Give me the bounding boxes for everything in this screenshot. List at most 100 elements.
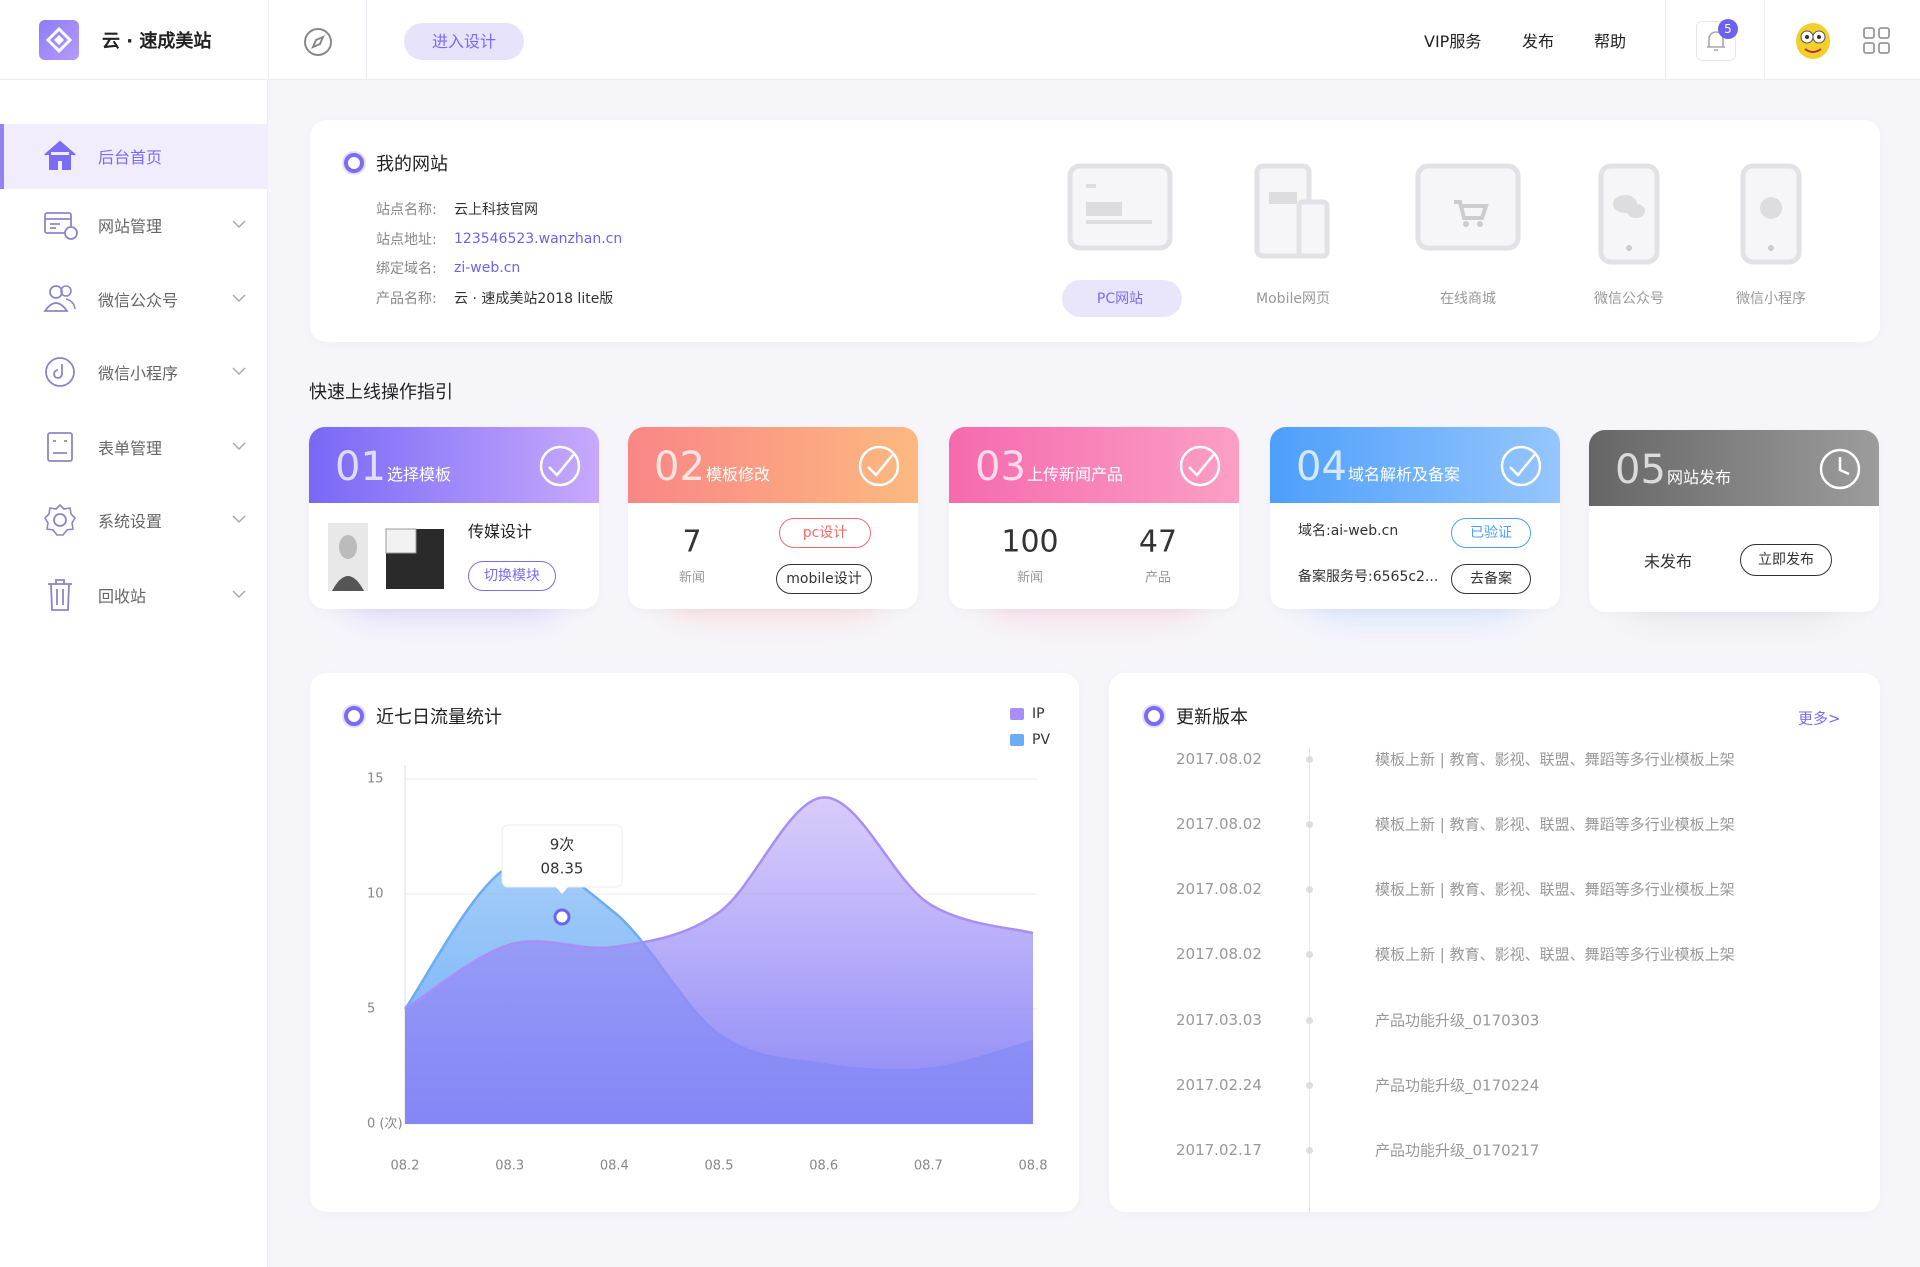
stat-label: 新闻 [678, 570, 706, 586]
site-type-icon [1254, 163, 1330, 259]
step-header [949, 427, 1239, 503]
sidebar-item[interactable]: 回收站 [98, 587, 147, 606]
sidebar-item[interactable]: 表单管理 [98, 439, 163, 458]
site-type-icon [1415, 163, 1521, 251]
version-date: 2017.02.24 [1176, 1076, 1262, 1094]
x-tick-label: 08.7 [914, 1159, 943, 1174]
tooltip-box [501, 824, 623, 888]
timeline-dot [1306, 821, 1313, 828]
step-number: 02 [654, 444, 705, 490]
site-type-label[interactable]: 微信小程序 [1736, 291, 1806, 307]
sidebar-item[interactable]: 微信小程序 [98, 364, 179, 383]
template-name: 传媒设计 [468, 522, 533, 541]
bell-box[interactable] [1696, 21, 1736, 61]
legend-swatch [1010, 708, 1024, 720]
step-title: 模板修改 [706, 465, 771, 484]
x-tick-label: 08.6 [809, 1159, 838, 1174]
version-text[interactable]: 模板上新 | 教育、影视、联盟、舞蹈等多行业模板上架 [1375, 750, 1735, 769]
sidebar-icon [47, 432, 73, 462]
button[interactable]: 已验证 [1451, 518, 1531, 548]
field-label: 站点名称: [376, 202, 437, 218]
logo-icon [39, 20, 79, 60]
template-thumbnails [328, 523, 444, 591]
button[interactable]: pc设计 [779, 518, 871, 548]
publish-status: 未发布 [1643, 552, 1693, 571]
timeline-dot [1306, 756, 1313, 763]
pc-pill [1062, 280, 1182, 317]
apps-icon [1863, 27, 1890, 54]
sidebar-item[interactable]: 系统设置 [98, 512, 163, 531]
chevron [232, 367, 246, 376]
version-text[interactable]: 模板上新 | 教育、影视、联盟、舞蹈等多行业模板上架 [1375, 815, 1735, 834]
logo-text: 云 · 速成美站 [102, 31, 212, 52]
sidebar-icon [44, 140, 76, 170]
button[interactable]: 立即发布 [1740, 544, 1832, 576]
divider [1764, 0, 1765, 80]
version-date: 2017.02.17 [1176, 1141, 1262, 1159]
site-type-icon [1740, 163, 1802, 265]
x-tick-label: 08.4 [600, 1159, 629, 1174]
stat-value: 100 [1001, 524, 1059, 560]
version-text[interactable]: 模板上新 | 教育、影视、联盟、舞蹈等多行业模板上架 [1375, 945, 1735, 964]
field-label: 产品名称: [376, 291, 437, 307]
more-link[interactable]: 更多> [1798, 709, 1841, 728]
legend-label: IP [1032, 706, 1045, 722]
nav-link[interactable]: 发布 [1522, 32, 1555, 51]
section-title: 快速上线操作指引 [309, 382, 453, 403]
title-dot [1144, 706, 1164, 726]
version-text[interactable]: 产品功能升级_0170303 [1375, 1011, 1540, 1030]
stat-value: 7 [682, 524, 702, 560]
step-number: 03 [975, 444, 1026, 490]
timeline-dot [1306, 1017, 1313, 1024]
version-date: 2017.08.02 [1176, 750, 1262, 768]
step-header [628, 427, 918, 503]
version-date: 2017.03.03 [1176, 1011, 1262, 1029]
sidebar-item[interactable]: 后台首页 [98, 148, 163, 167]
site-type-label[interactable]: Mobile网页 [1256, 291, 1330, 307]
field-value: 云上科技官网 [454, 202, 538, 218]
button[interactable]: 去备案 [1451, 564, 1531, 594]
line [404, 796, 1034, 1011]
title-dot [344, 706, 364, 726]
tooltip-x: 08.35 [541, 860, 584, 878]
timeline-line [1309, 747, 1310, 1212]
version-text[interactable]: 产品功能升级_0170217 [1375, 1141, 1540, 1160]
y-tick-label: 10 [367, 887, 384, 902]
site-type-label[interactable]: 在线商城 [1440, 291, 1496, 307]
y-tick-label: 0 (次) [367, 1116, 403, 1132]
timeline-dot [1306, 951, 1313, 958]
step-title: 域名解析及备案 [1348, 465, 1461, 484]
nav-link[interactable]: 帮助 [1594, 32, 1627, 51]
timeline-dot [1306, 1082, 1313, 1089]
version-date: 2017.08.02 [1176, 880, 1262, 898]
version-text[interactable]: 产品功能升级_0170224 [1375, 1076, 1540, 1095]
step-card: 03 上传新闻产品 [949, 427, 1239, 609]
step-header [1589, 430, 1879, 506]
site-type-label[interactable]: PC网站 [1096, 291, 1144, 307]
button[interactable]: mobile设计 [776, 564, 872, 594]
check-icon [1179, 445, 1221, 487]
site-type-label[interactable]: 微信公众号 [1594, 291, 1664, 307]
legend-label: PV [1032, 732, 1050, 748]
sidebar-icon [45, 357, 75, 387]
enter-design-button[interactable]: 进入设计 [404, 23, 524, 60]
chevron [232, 590, 246, 599]
chevron [232, 515, 246, 524]
divider [268, 0, 269, 80]
version-text[interactable]: 模板上新 | 教育、影视、联盟、舞蹈等多行业模板上架 [1375, 880, 1735, 899]
sidebar-item[interactable]: 微信公众号 [98, 291, 179, 310]
notification-badge: 5 [1718, 19, 1738, 39]
step-card: 02 模板修改 [628, 427, 918, 609]
timeline-dot [1306, 886, 1313, 893]
step-header [309, 427, 599, 503]
field-value: zi-web.cn [454, 260, 521, 276]
button[interactable]: 切换模块 [468, 561, 556, 591]
area [405, 797, 1033, 1124]
step-number: 01 [335, 444, 386, 490]
nav-link[interactable]: VIP服务 [1424, 32, 1482, 51]
sidebar-item[interactable]: 网站管理 [98, 217, 163, 236]
sidebar [0, 80, 268, 1267]
step-title: 选择模板 [387, 465, 452, 484]
chevron [232, 442, 246, 451]
